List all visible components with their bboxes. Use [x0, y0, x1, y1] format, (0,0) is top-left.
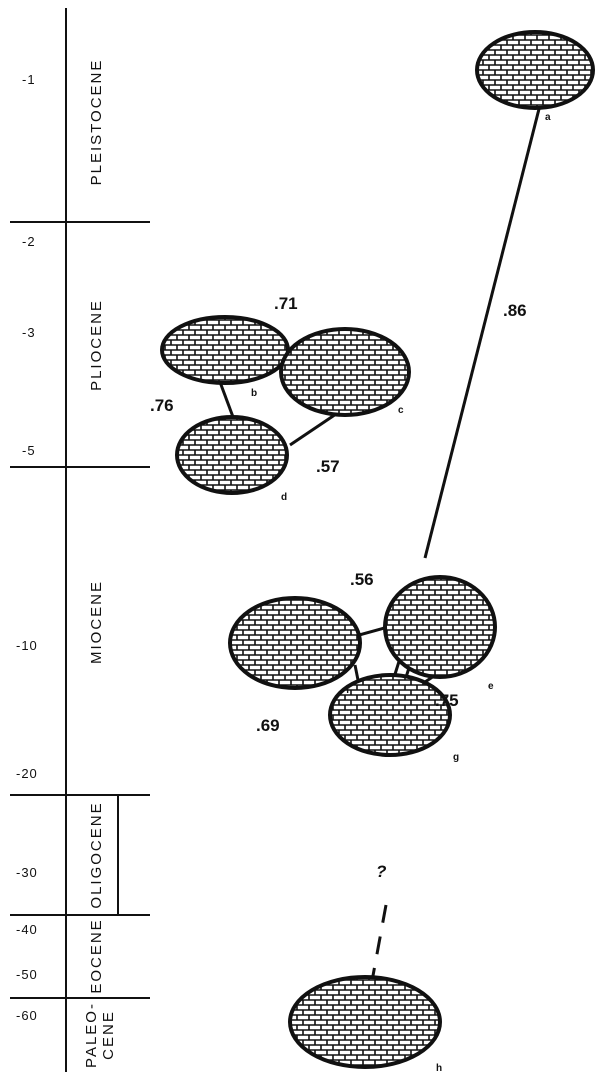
- epoch-label: PLEISTOCENE: [88, 59, 105, 186]
- tick-label: -10: [16, 638, 38, 653]
- specimen: [290, 977, 440, 1067]
- link-value: .76: [150, 396, 174, 415]
- question-mark: ?: [376, 862, 387, 881]
- epoch-label: PALEO-: [83, 1002, 100, 1068]
- epoch-label: EOCENE: [88, 918, 105, 993]
- tick-label: -30: [16, 865, 38, 880]
- tick-label: -50: [16, 967, 38, 982]
- tick-label: -1: [22, 72, 36, 87]
- epoch-label: PLIOCENE: [88, 299, 105, 391]
- specimen: [477, 32, 593, 108]
- tick-label: -2: [22, 234, 36, 249]
- tick-label: -5: [22, 443, 36, 458]
- link-value: .56: [350, 570, 374, 589]
- epoch-label: CENE: [100, 1010, 117, 1060]
- specimen-label: a: [545, 112, 551, 123]
- specimen-label: b: [251, 388, 257, 399]
- specimen: [162, 317, 288, 383]
- specimen-label: c: [398, 405, 404, 416]
- link-value: .57: [316, 457, 340, 476]
- tick-label: -60: [16, 1008, 38, 1023]
- scale-labels: -1 -2 -3 -5 -10 -20 -30 -40 -50 -60: [16, 72, 38, 1023]
- specimen: [281, 329, 409, 415]
- specimen-label: g: [453, 752, 459, 763]
- tick-label: -20: [16, 766, 38, 781]
- specimen: [230, 598, 360, 688]
- specimen: [177, 417, 287, 493]
- link-value: .71: [274, 294, 298, 313]
- figure: -1 -2 -3 -5 -10 -20 -30 -40 -50 -60 PLEI…: [0, 0, 611, 1075]
- link-value: .69: [256, 716, 280, 735]
- tick-label: -40: [16, 922, 38, 937]
- epoch-labels: PLEISTOCENE PLIOCENE MIOCENE OLIGOCENE E…: [83, 59, 117, 1068]
- epoch-label: OLIGOCENE: [88, 801, 105, 908]
- link-value: .75: [435, 691, 459, 710]
- specimen-label: h: [436, 1063, 442, 1074]
- link-value: .86: [503, 301, 527, 320]
- specimen-label: e: [488, 681, 494, 692]
- links: [220, 105, 540, 992]
- specimens: [162, 32, 593, 1067]
- specimen: [385, 577, 495, 677]
- epoch-label: MIOCENE: [88, 580, 105, 664]
- tick-label: -3: [22, 325, 36, 340]
- specimen-label: d: [281, 492, 287, 503]
